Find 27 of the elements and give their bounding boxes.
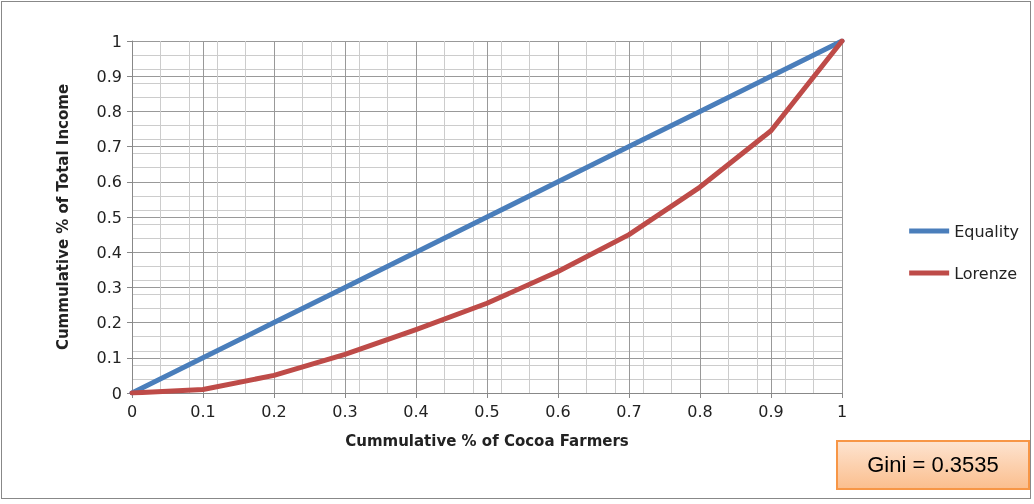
y-tick-label: 0.6 — [96, 172, 122, 192]
y-tick-label: 0 — [111, 383, 122, 403]
x-tick-label: 1 — [836, 401, 848, 421]
y-axis-title: Cummulative % of Total Income — [53, 83, 72, 351]
y-tick-label: 0.1 — [96, 348, 122, 368]
y-tick-label: 0.8 — [96, 101, 122, 121]
y-tick-label: 0.7 — [96, 137, 122, 157]
y-tick-label: 0.4 — [96, 242, 122, 262]
legend-label: Lorenze — [954, 263, 1018, 283]
text: Gini = 0.3535 — [836, 440, 1030, 490]
x-tick-label: 0.9 — [758, 401, 784, 421]
y-tick-label: 0.2 — [96, 313, 122, 333]
x-tick-label: 0.3 — [332, 401, 358, 421]
y-tick-label: 0.5 — [96, 207, 122, 227]
x-axis-title: Cummulative % of Cocoa Farmers — [345, 431, 629, 450]
x-tick-label: 0.4 — [403, 401, 429, 421]
legend-label: Equality — [954, 221, 1019, 241]
x-tick-label: 0.8 — [687, 401, 713, 421]
x-tick-label: 0.7 — [616, 401, 642, 421]
x-tick-label: 0.1 — [190, 401, 216, 421]
x-tick-label: 0.5 — [474, 401, 500, 421]
y-tick-label: 0.9 — [96, 66, 122, 86]
x-tick-label: 0 — [126, 401, 138, 421]
y-tick-label: 0.3 — [96, 277, 122, 297]
x-tick-label: 0.6 — [545, 401, 571, 421]
y-tick-label: 1 — [111, 31, 122, 51]
x-tick-label: 0.2 — [261, 401, 287, 421]
